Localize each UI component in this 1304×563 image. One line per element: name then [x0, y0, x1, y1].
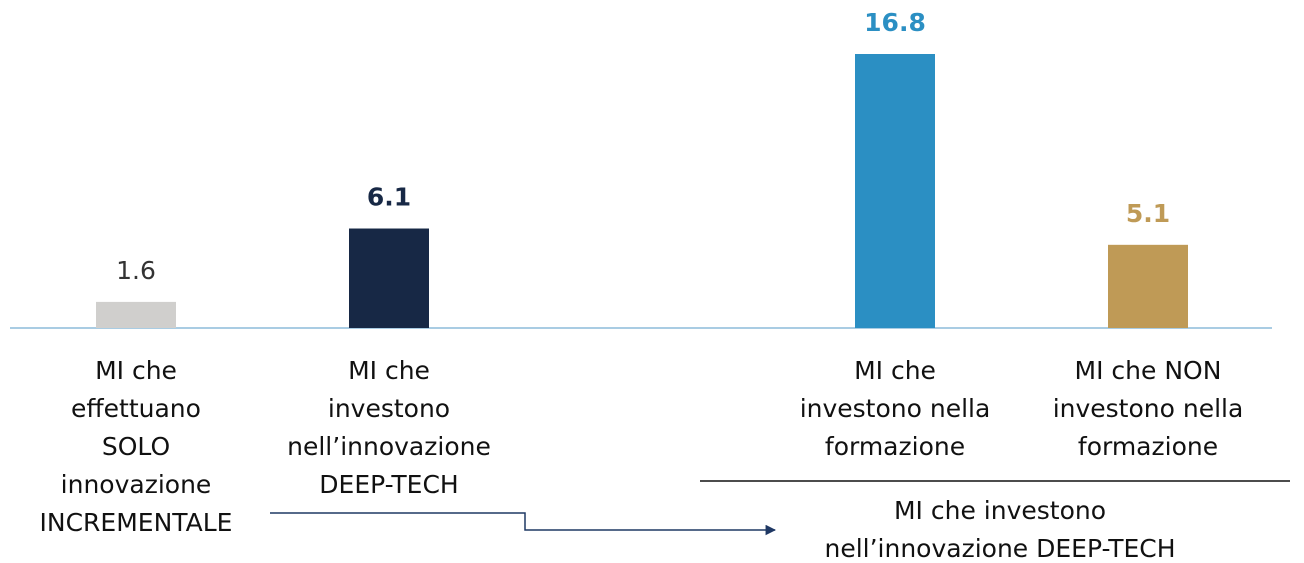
value-label: 5.1 [1126, 199, 1170, 228]
x-tick-label: investono nella [1053, 394, 1244, 423]
x-tick-label: INCREMENTALE [40, 508, 233, 537]
bar [855, 54, 935, 328]
annotation: MI che investono [894, 496, 1106, 525]
bar [1108, 244, 1188, 328]
x-tick-label: MI che [95, 356, 177, 385]
annotation: nell’innovazione DEEP-TECH [824, 534, 1175, 563]
x-tick-label: DEEP-TECH [319, 470, 458, 499]
x-tick-label: nell’innovazione [287, 432, 491, 461]
x-tick-label: formazione [825, 432, 965, 461]
x-tick-label: MI che NON [1075, 356, 1222, 385]
x-tick-label: formazione [1078, 432, 1218, 461]
value-label: 6.1 [367, 183, 411, 212]
value-label: 16.8 [864, 8, 926, 37]
x-tick-label: investono [328, 394, 450, 423]
bar [349, 228, 429, 328]
x-tick-label: innovazione [61, 470, 212, 499]
x-tick-label: MI che [854, 356, 936, 385]
bar [96, 301, 176, 328]
value-label: 1.6 [116, 256, 156, 285]
arrow [270, 512, 777, 536]
x-tick-label: MI che [348, 356, 430, 385]
x-tick-label: SOLO [102, 432, 170, 461]
x-tick-label: effettuano [71, 394, 201, 423]
x-tick-label: investono nella [800, 394, 991, 423]
